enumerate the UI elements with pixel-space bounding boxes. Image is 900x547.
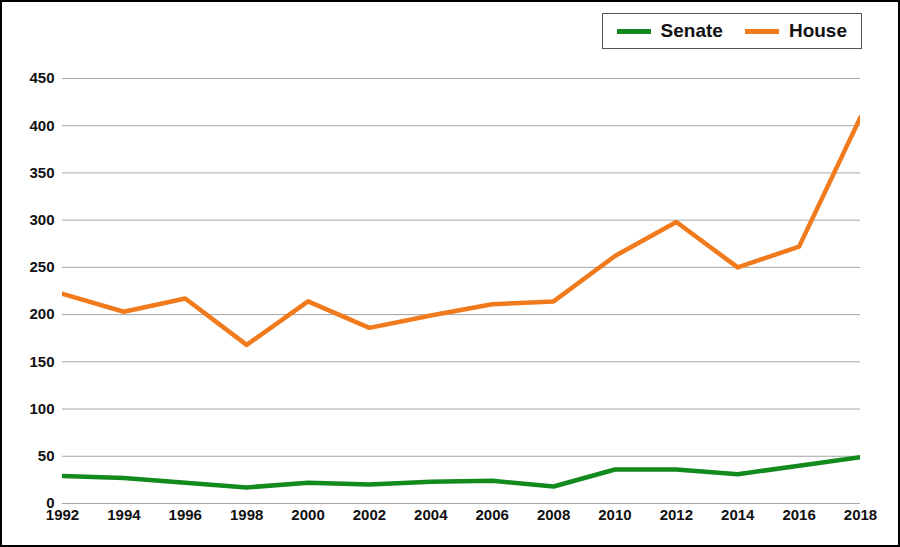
svg-text:150: 150	[29, 353, 54, 370]
svg-text:2000: 2000	[291, 506, 324, 523]
svg-text:2002: 2002	[353, 506, 386, 523]
svg-text:1994: 1994	[107, 506, 141, 523]
svg-text:2012: 2012	[660, 506, 693, 523]
svg-text:2008: 2008	[537, 506, 570, 523]
svg-text:1998: 1998	[230, 506, 263, 523]
svg-text:300: 300	[29, 211, 54, 228]
svg-text:1996: 1996	[169, 506, 202, 523]
svg-text:2004: 2004	[414, 506, 448, 523]
svg-text:2010: 2010	[598, 506, 631, 523]
svg-text:2016: 2016	[782, 506, 815, 523]
svg-text:100: 100	[29, 400, 54, 417]
svg-text:350: 350	[29, 164, 54, 181]
svg-text:450: 450	[29, 69, 54, 86]
svg-text:2014: 2014	[721, 506, 755, 523]
svg-text:1992: 1992	[46, 506, 79, 523]
svg-text:2006: 2006	[476, 506, 509, 523]
svg-text:250: 250	[29, 258, 54, 275]
html-text:House: House	[788, 20, 847, 41]
svg-text:200: 200	[29, 305, 54, 322]
svg-text:400: 400	[29, 117, 54, 134]
svg-text:2018: 2018	[844, 506, 877, 523]
svg-text:0: 0	[46, 494, 55, 512]
svg-text:50: 50	[38, 447, 55, 464]
html-text:Senate: Senate	[660, 20, 723, 41]
